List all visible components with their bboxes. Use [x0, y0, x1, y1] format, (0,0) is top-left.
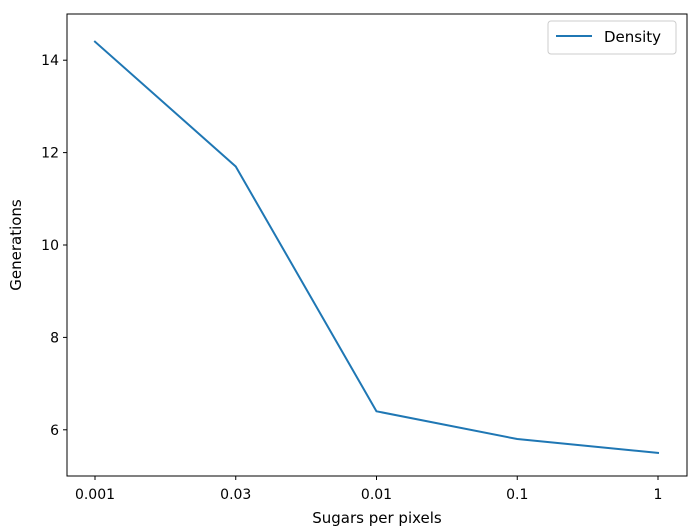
x-tick-label: 0.03	[220, 487, 251, 503]
legend-series-label: Density	[604, 28, 661, 46]
y-axis-label: Generations	[7, 199, 25, 291]
legend: Density	[547, 20, 677, 55]
y-axis-ticks: 6 8 10 12 14	[41, 53, 67, 439]
plot-area	[66, 13, 688, 477]
x-axis-label: Sugars per pixels	[312, 509, 442, 527]
legend-box	[547, 20, 677, 55]
y-tick-label: 10	[41, 238, 59, 254]
y-tick-label: 12	[41, 146, 59, 162]
y-tick-label: 6	[50, 423, 59, 439]
series-layer	[93, 40, 660, 454]
x-tick-label: 0.1	[506, 487, 528, 503]
y-tick-label: 14	[41, 53, 59, 69]
x-tick-label: 0.001	[75, 487, 115, 503]
x-axis-ticks: 0.001 0.03 0.01 0.1 1	[75, 476, 663, 503]
y-tick-label: 8	[50, 330, 59, 346]
x-tick-label: 1	[654, 487, 663, 503]
x-tick-label: 0.01	[361, 487, 392, 503]
